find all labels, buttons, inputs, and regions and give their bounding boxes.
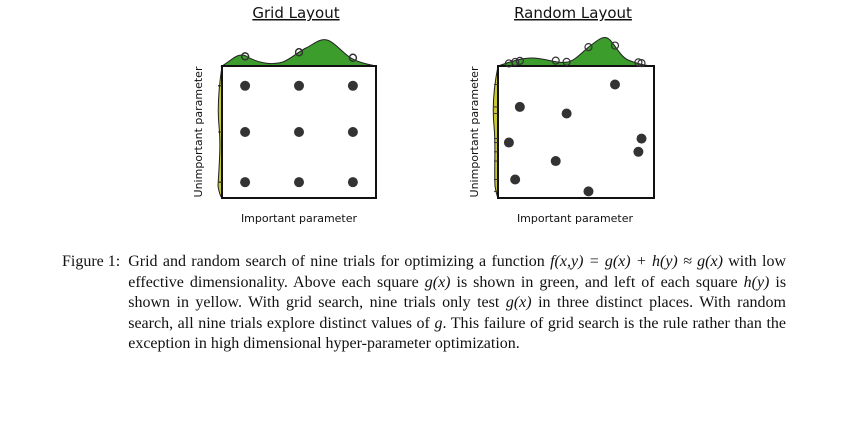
trial-point xyxy=(294,80,304,91)
grid-layout-title: Grid Layout xyxy=(252,4,339,22)
figure-caption: Figure 1: Grid and random search of nine… xyxy=(62,252,786,355)
trial-point xyxy=(636,133,647,144)
random-layout-panel: Random Layout Important parameter Unimpo… xyxy=(468,4,655,225)
grid-x-label: Important parameter xyxy=(241,212,358,225)
trial-point xyxy=(240,80,251,91)
random-x-label: Important parameter xyxy=(517,212,634,225)
trial-point xyxy=(347,80,358,91)
random-h-markers xyxy=(494,83,498,192)
random-points xyxy=(503,79,647,197)
caption-text: Grid and random search of nine trials fo… xyxy=(128,252,786,355)
grid-h-markers xyxy=(218,85,222,183)
trial-point xyxy=(294,177,304,188)
g-sample-marker xyxy=(515,56,524,65)
g-sample-marker xyxy=(637,59,646,68)
caption-formula: f(x,y) = g(x) + h(y) ≈ g(x) xyxy=(550,253,723,270)
random-g-curve xyxy=(497,37,655,67)
grid-y-label: Unimportant parameter xyxy=(192,66,205,197)
trial-point xyxy=(347,127,358,137)
caption-g: g xyxy=(434,314,443,332)
g-sample-marker xyxy=(562,57,571,66)
g-sample-marker xyxy=(241,52,250,61)
trial-point xyxy=(347,177,358,188)
g-sample-marker xyxy=(294,48,304,57)
caption-part-2: with low effective dimensionality. Above… xyxy=(128,253,786,291)
grid-g-curve xyxy=(220,39,377,67)
grid-g-markers xyxy=(241,48,357,62)
figure-canvas: Grid Layout Important parameter Unimport… xyxy=(192,4,655,225)
caption-gx-2: g(x) xyxy=(505,294,532,311)
g-sample-marker xyxy=(610,41,620,50)
g-sample-marker xyxy=(584,43,593,52)
caption-part-4: is shown in yellow. With grid search, ni… xyxy=(128,273,787,312)
caption-part-3: is shown in green, and left of each squa… xyxy=(456,273,738,291)
random-layout-title: Random Layout xyxy=(514,4,632,22)
trial-point xyxy=(550,156,561,167)
trial-point xyxy=(610,79,620,90)
trial-point xyxy=(510,174,521,185)
caption-label: Figure 1: xyxy=(62,253,121,270)
g-sample-marker xyxy=(511,57,520,67)
trial-point xyxy=(583,186,594,197)
caption-part-6: . This failure of grid search is the rul… xyxy=(128,314,787,353)
grid-layout-panel: Grid Layout Important parameter Unimport… xyxy=(192,4,377,225)
g-sample-marker xyxy=(348,53,357,62)
random-y-label: Unimportant parameter xyxy=(468,66,481,197)
random-layout-square xyxy=(497,65,655,199)
caption-hy: h(y) xyxy=(743,273,770,291)
g-sample-marker xyxy=(551,56,560,65)
trial-point xyxy=(503,137,514,148)
random-g-markers xyxy=(504,41,646,68)
trial-point xyxy=(294,127,304,137)
trial-point xyxy=(240,127,251,137)
caption-gx-1: g(x) xyxy=(424,273,451,291)
caption-part-1: Grid and random search of nine trials fo… xyxy=(128,253,545,270)
trial-point xyxy=(514,101,525,112)
g-sample-marker xyxy=(634,58,643,67)
caption-part-5: in three distinct places. With random se… xyxy=(128,294,786,332)
trial-point xyxy=(561,108,572,119)
trial-point xyxy=(240,177,251,188)
grid-points xyxy=(240,80,358,188)
trial-point xyxy=(633,146,644,157)
